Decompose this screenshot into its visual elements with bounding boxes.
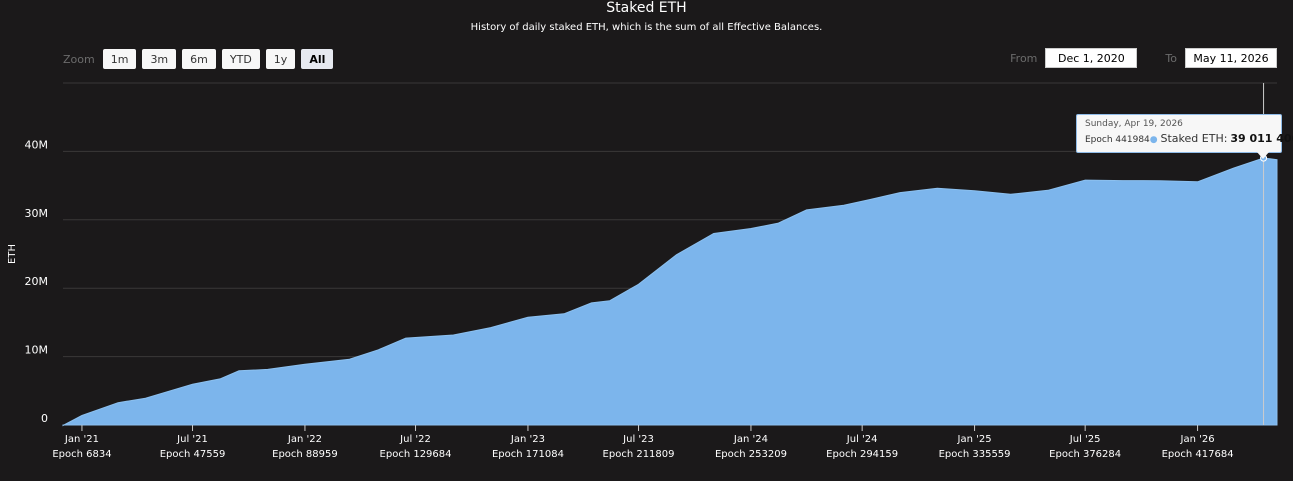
zoom-label: Zoom: [63, 52, 95, 66]
tooltip-date: Sunday, Apr 19, 2026: [1085, 119, 1183, 129]
zoom-1y-button[interactable]: 1y: [265, 49, 296, 69]
x-axis: Jan '21 Epoch 6834 Jul '21 Epoch 47559 Jan '…: [52, 425, 1234, 460]
chart-subtitle: History of daily staked ETH, which is th…: [470, 22, 823, 33]
x-tick-epoch-label: Epoch 171084: [492, 449, 564, 460]
x-tick-label: Jul '22: [399, 434, 431, 445]
y-tick-label: 20M: [25, 275, 49, 288]
tooltip-series-name: Staked ETH:: [1160, 132, 1228, 145]
zoom-all-button[interactable]: All: [301, 49, 334, 69]
zoom-ytd-button[interactable]: YTD: [221, 49, 260, 69]
zoom-bar: Zoom 1m 3m 6m YTD 1y All: [63, 49, 334, 69]
tooltip-series-dot-icon: ●: [1149, 135, 1158, 145]
x-tick-label: Jul '23: [622, 434, 654, 445]
x-tick-epoch-label: Epoch 211809: [603, 449, 675, 460]
tooltip-pointer-icon: [1257, 152, 1269, 159]
x-tick-label: Jan '24: [733, 434, 768, 445]
y-tick-label: 30M: [25, 207, 49, 220]
x-tick-label: Jan '23: [510, 434, 545, 445]
area-series: [62, 157, 1278, 427]
from-date-input[interactable]: [1045, 48, 1138, 68]
x-tick-label: Jul '24: [846, 434, 878, 445]
chart-title: Staked ETH: [606, 0, 687, 16]
x-tick-label: Jul '21: [176, 434, 208, 445]
x-tick-label: Jan '25: [957, 434, 992, 445]
x-tick-label: Jul '25: [1069, 434, 1101, 445]
to-label: To: [1165, 51, 1177, 65]
zoom-3m-button[interactable]: 3m: [142, 49, 177, 69]
series-area: [62, 157, 1278, 427]
from-label: From: [1010, 51, 1038, 65]
y-axis: 0 10M 20M 30M 40M: [25, 138, 49, 425]
y-tick-label: 10M: [25, 344, 49, 357]
x-tick-label: Jan '21: [64, 434, 99, 445]
y-axis-title: ETH: [7, 244, 18, 264]
x-tick-epoch-label: Epoch 294159: [826, 449, 898, 460]
x-tick-epoch-label: Epoch 6834: [52, 449, 111, 460]
x-tick-epoch-label: Epoch 253209: [715, 449, 787, 460]
y-tick-label: 40M: [25, 138, 49, 151]
x-tick-epoch-label: Epoch 47559: [160, 449, 226, 460]
date-range-selector: From To: [1010, 48, 1277, 68]
x-tick-label: Jan '26: [1180, 434, 1215, 445]
y-tick-label: 0: [41, 412, 48, 425]
tooltip: Sunday, Apr 19, 2026 Epoch 441984● Stake…: [1076, 114, 1293, 153]
x-tick-epoch-label: Epoch 417684: [1162, 449, 1234, 460]
x-tick-epoch-label: Epoch 88959: [272, 449, 338, 460]
tooltip-epoch: Epoch 441984: [1085, 135, 1150, 145]
tooltip-row: Epoch 441984● Staked ETH: 39 011 406: [1085, 132, 1293, 145]
x-tick-epoch-label: Epoch 335559: [939, 449, 1011, 460]
zoom-6m-button[interactable]: 6m: [182, 49, 216, 69]
x-tick-epoch-label: Epoch 376284: [1049, 449, 1121, 460]
x-tick-epoch-label: Epoch 129684: [380, 449, 452, 460]
tooltip-value: 39 011 406: [1230, 132, 1293, 145]
to-date-input[interactable]: [1185, 48, 1277, 68]
zoom-1m-button[interactable]: 1m: [102, 49, 137, 69]
x-tick-label: Jan '22: [287, 434, 322, 445]
